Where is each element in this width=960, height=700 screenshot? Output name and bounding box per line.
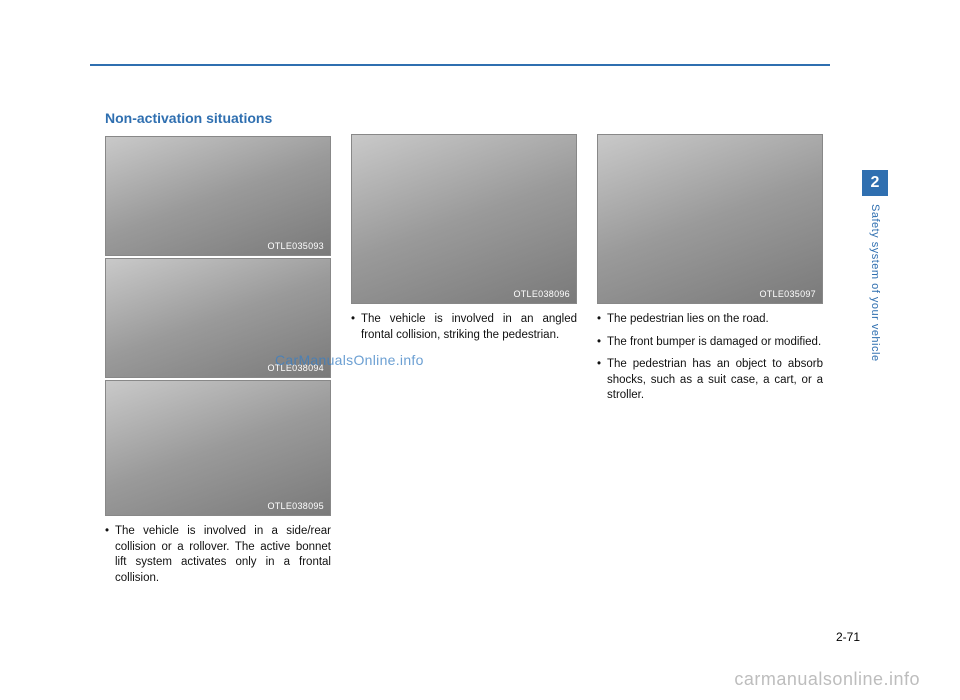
figure-caption: OTLE038096 <box>513 289 570 299</box>
figure-side-collision-top: OTLE035093 <box>105 136 331 256</box>
list-item: • The pedestrian has an object to absorb… <box>597 357 823 404</box>
bullet-text: The pedestrian lies on the road. <box>607 312 823 328</box>
figure-rollover: OTLE038095 <box>105 380 331 516</box>
figure-caption: OTLE038094 <box>267 363 324 373</box>
list-item: • The pedestrian lies on the road. <box>597 312 823 328</box>
bullet-dot: • <box>351 312 361 343</box>
bullet-list: • The pedestrian lies on the road. • The… <box>597 312 823 411</box>
list-item: • The vehicle is involved in an angled f… <box>351 312 577 343</box>
bullet-dot: • <box>597 312 607 328</box>
spacer <box>351 110 577 134</box>
figure-angled-collision: OTLE038096 <box>351 134 577 304</box>
section-heading: Non-activation situations <box>105 110 331 126</box>
figure-caption: OTLE035097 <box>759 289 816 299</box>
bullet-dot: • <box>597 357 607 404</box>
bullet-text: The pedestrian has an object to absorb s… <box>607 357 823 404</box>
side-tab: 2 Safety system of your vehicle <box>862 170 888 362</box>
bullet-text: The vehicle is involved in an angled fro… <box>361 312 577 343</box>
chapter-label: Safety system of your vehicle <box>869 204 881 362</box>
column-3: OTLE035097 • The pedestrian lies on the … <box>597 110 823 593</box>
figure-caption: OTLE035093 <box>267 241 324 251</box>
spacer <box>597 110 823 134</box>
page-number: 2-71 <box>836 630 860 644</box>
list-item: • The front bumper is damaged or modifie… <box>597 335 823 351</box>
bullet-text: The front bumper is damaged or modified. <box>607 335 823 351</box>
figure-pedestrian-lying: OTLE035097 <box>597 134 823 304</box>
bullet-list: • The vehicle is involved in a side/rear… <box>105 524 331 593</box>
bullet-dot: • <box>105 524 115 586</box>
column-1: Non-activation situations OTLE035093 OTL… <box>105 110 331 593</box>
content-area: Non-activation situations OTLE035093 OTL… <box>105 110 825 593</box>
watermark-bottom: carmanualsonline.info <box>734 669 920 690</box>
top-rule <box>90 64 830 66</box>
chapter-number-badge: 2 <box>862 170 888 196</box>
column-2: OTLE038096 • The vehicle is involved in … <box>351 110 577 593</box>
bullet-text: The vehicle is involved in a side/rear c… <box>115 524 331 586</box>
figure-caption: OTLE038095 <box>267 501 324 511</box>
bullet-list: • The vehicle is involved in an angled f… <box>351 312 577 350</box>
figure-rear-collision: OTLE038094 <box>105 258 331 378</box>
list-item: • The vehicle is involved in a side/rear… <box>105 524 331 586</box>
bullet-dot: • <box>597 335 607 351</box>
